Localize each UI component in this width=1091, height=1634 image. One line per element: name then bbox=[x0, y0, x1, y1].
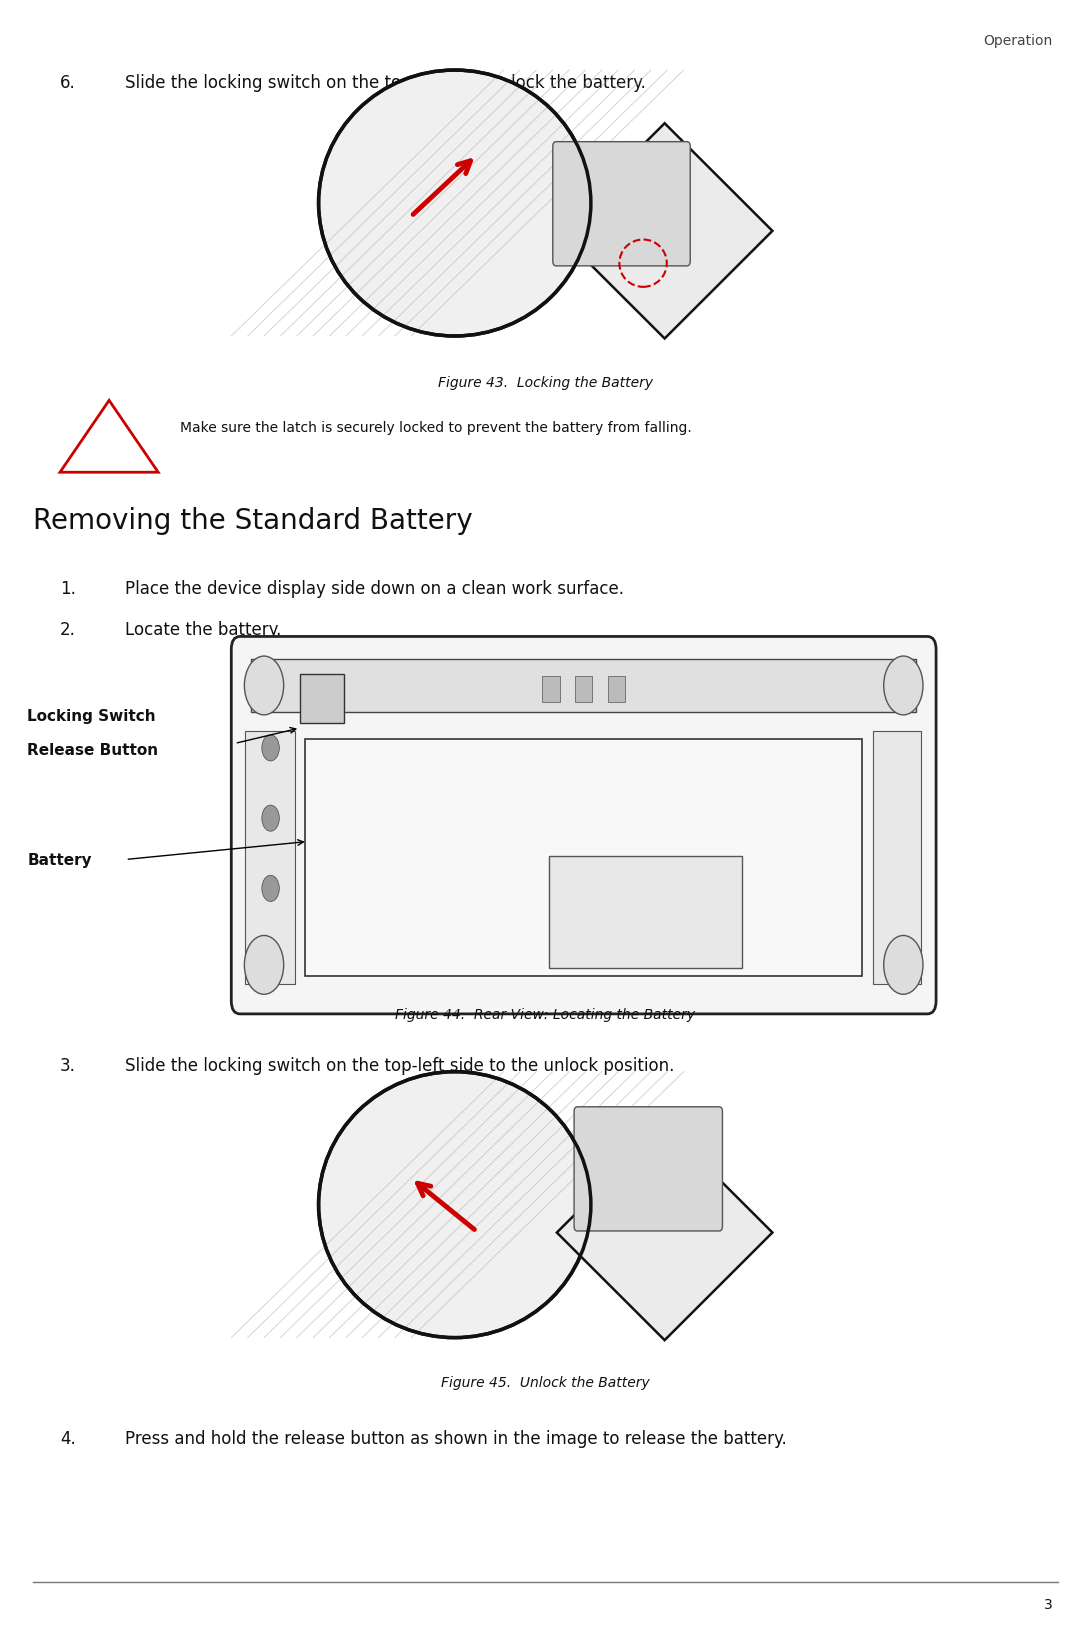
Text: Make sure the latch is securely locked to prevent the battery from falling.: Make sure the latch is securely locked t… bbox=[180, 422, 692, 435]
Text: Slide the locking switch on the top-left side to the unlock position.: Slide the locking switch on the top-left… bbox=[125, 1057, 675, 1075]
Circle shape bbox=[262, 876, 279, 902]
Text: Locate the battery.: Locate the battery. bbox=[125, 621, 281, 639]
Text: Removing the Standard Battery: Removing the Standard Battery bbox=[33, 507, 472, 534]
Text: Press and hold the release button as shown in the image to release the battery.: Press and hold the release button as sho… bbox=[125, 1430, 788, 1448]
Text: Figure 43.  Locking the Battery: Figure 43. Locking the Battery bbox=[437, 376, 654, 391]
Bar bbox=[251, 660, 916, 712]
Bar bbox=[608, 676, 625, 703]
Text: Figure 45.  Unlock the Battery: Figure 45. Unlock the Battery bbox=[441, 1376, 650, 1391]
Circle shape bbox=[262, 735, 279, 761]
Bar bbox=[300, 673, 344, 722]
FancyBboxPatch shape bbox=[574, 1106, 722, 1230]
Circle shape bbox=[884, 935, 923, 993]
Bar bbox=[873, 732, 921, 984]
Text: 1.: 1. bbox=[60, 580, 76, 598]
Text: 4.: 4. bbox=[60, 1430, 75, 1448]
Text: 6.: 6. bbox=[60, 74, 75, 92]
Circle shape bbox=[884, 655, 923, 716]
Text: Release Button: Release Button bbox=[27, 743, 158, 758]
Circle shape bbox=[244, 655, 284, 716]
Bar bbox=[550, 856, 742, 967]
Text: Figure 44.  Rear View: Locating the Battery: Figure 44. Rear View: Locating the Batte… bbox=[395, 1008, 696, 1023]
FancyBboxPatch shape bbox=[231, 637, 936, 1013]
Text: Operation: Operation bbox=[984, 34, 1053, 49]
Text: Place the device display side down on a clean work surface.: Place the device display side down on a … bbox=[125, 580, 624, 598]
Text: !: ! bbox=[105, 440, 113, 459]
Text: 3.: 3. bbox=[60, 1057, 76, 1075]
Bar bbox=[575, 676, 592, 703]
Polygon shape bbox=[556, 1124, 772, 1340]
Text: 3: 3 bbox=[1044, 1598, 1053, 1613]
Ellipse shape bbox=[319, 1072, 591, 1338]
Polygon shape bbox=[556, 123, 772, 338]
Bar bbox=[245, 732, 295, 984]
Text: Slide the locking switch on the top-left side to lock the battery.: Slide the locking switch on the top-left… bbox=[125, 74, 646, 92]
Polygon shape bbox=[60, 400, 158, 472]
Text: Locking Switch: Locking Switch bbox=[27, 709, 156, 724]
Circle shape bbox=[262, 806, 279, 832]
Bar bbox=[542, 676, 560, 703]
Circle shape bbox=[244, 935, 284, 993]
Bar bbox=[305, 739, 862, 975]
Ellipse shape bbox=[319, 70, 591, 337]
Text: Battery: Battery bbox=[27, 853, 92, 868]
Text: 2.: 2. bbox=[60, 621, 76, 639]
FancyBboxPatch shape bbox=[553, 142, 691, 266]
